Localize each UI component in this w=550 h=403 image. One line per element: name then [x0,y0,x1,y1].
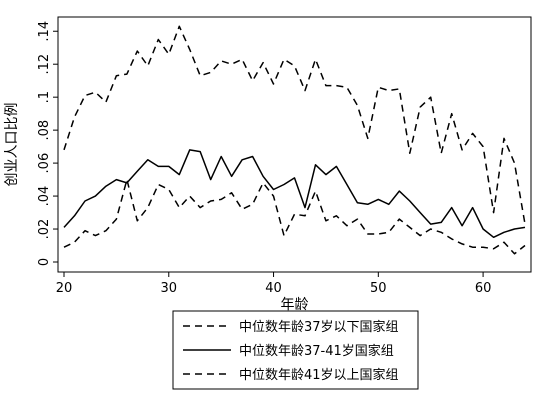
legend-box [172,310,419,390]
y-tick-label: .08 [37,120,52,141]
y-tick-label: .04 [37,186,52,207]
x-axis-title: 年龄 [281,297,309,313]
y-tick-label: .1 [37,91,52,103]
y-tick-label: .12 [37,54,52,75]
y-axis: 0 .02 .04 .06 .08 .1 .12 .14 [37,21,58,266]
x-tick-label: 60 [475,281,492,296]
x-tick-label: 20 [56,281,73,296]
x-tick-label: 30 [160,281,177,296]
series-line-3 [63,178,526,255]
y-tick-label: .06 [37,153,52,174]
series-layer [63,25,526,255]
legend-label-1: 中位数年龄37岁以下国家组 [239,319,399,335]
y-tick-label: 0 [37,258,52,266]
series-line-2 [63,149,526,239]
x-tick-label: 40 [265,281,282,296]
x-axis: 20 30 40 50 60 [56,272,492,296]
legend-label-2: 中位数年龄37-41岁国家组 [239,343,394,359]
plot-frame [57,16,532,273]
y-tick-label: .02 [37,219,52,240]
y-tick-label: .14 [37,21,52,42]
x-tick-label: 50 [370,281,387,296]
y-axis-title: 创业人口比例 [4,103,20,187]
legend-label-3: 中位数年龄41岁以上国家组 [239,367,399,383]
series-line-1 [63,25,526,225]
